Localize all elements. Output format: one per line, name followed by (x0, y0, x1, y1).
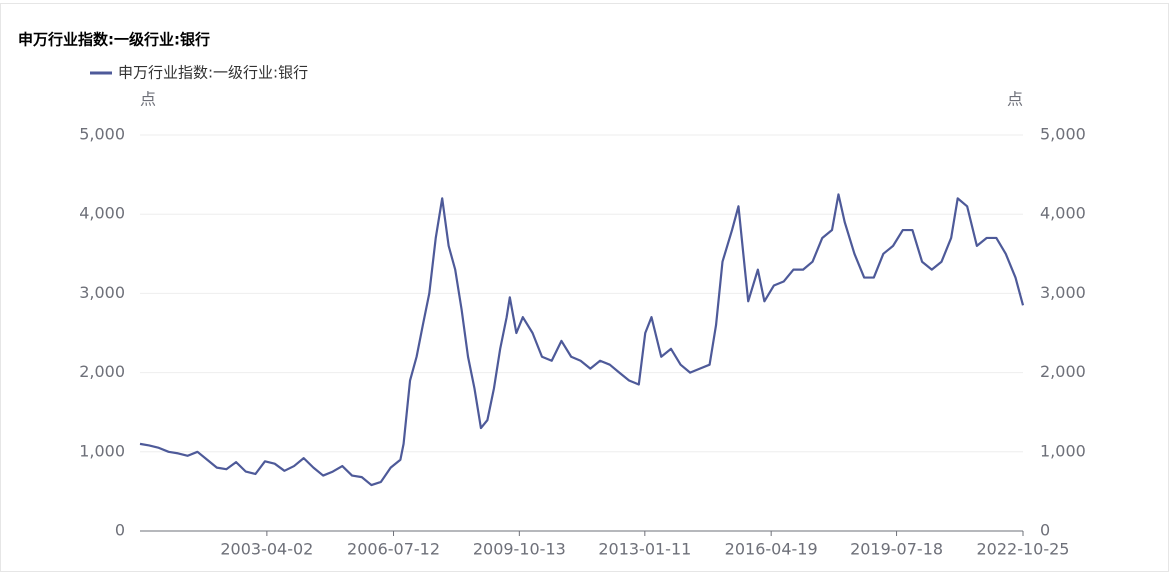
y-tick-label: 2,000 (79, 362, 125, 381)
y2-tick-label: 4,000 (1040, 204, 1086, 223)
line-series (139, 193, 1025, 487)
x-tick-label: 2006-07-12 (347, 540, 440, 559)
x-tick-label: 2016-04-19 (725, 540, 818, 559)
card-border (0, 3, 1169, 572)
y-tick-label: 0 (115, 521, 125, 540)
y-tick-label: 4,000 (79, 204, 125, 223)
x-tick-label: 2022-10-25 (977, 540, 1070, 559)
y-tick-label: 5,000 (79, 125, 125, 144)
y2-tick-label: 2,000 (1040, 362, 1086, 381)
x-tick-label: 2003-04-02 (220, 540, 313, 559)
x-tick-label: 2009-10-13 (473, 540, 566, 559)
chart-title: 申万行业指数:一级行业:银行 (18, 31, 210, 49)
y2-tick-label: 3,000 (1040, 283, 1086, 302)
y2-unit: 点 (1007, 90, 1023, 109)
y-tick-label: 1,000 (79, 441, 125, 460)
y2-tick-label: 0 (1040, 521, 1050, 540)
y-unit: 点 (140, 90, 156, 109)
y-tick-label: 3,000 (79, 283, 125, 302)
y2-tick-label: 1,000 (1040, 441, 1086, 460)
y2-tick-label: 5,000 (1040, 125, 1086, 144)
x-tick-label: 2013-01-11 (598, 540, 691, 559)
legend-label: 申万行业指数:一级行业:银行 (118, 64, 308, 82)
x-tick-label: 2019-07-18 (850, 540, 943, 559)
